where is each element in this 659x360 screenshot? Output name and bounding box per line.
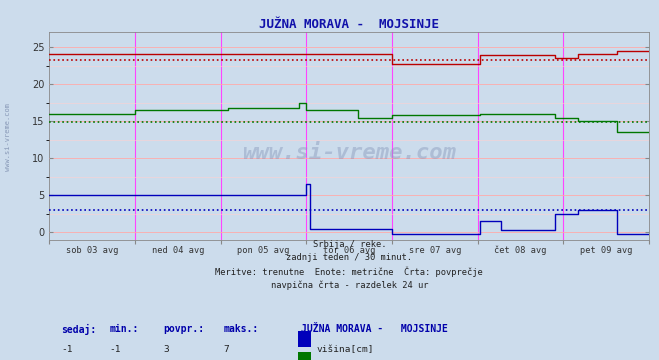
Text: JUŽNA MORAVA -   MOJSINJE: JUŽNA MORAVA - MOJSINJE [301,324,448,334]
Text: višina[cm]: višina[cm] [316,345,374,354]
Text: www.si-vreme.com: www.si-vreme.com [5,103,11,171]
Text: maks.:: maks.: [223,324,258,334]
Text: čet 08 avg: čet 08 avg [494,246,547,255]
Text: min.:: min.: [109,324,139,334]
Text: 3: 3 [163,345,169,354]
Bar [299,352,312,360]
Text: pon 05 avg: pon 05 avg [237,246,290,255]
Text: www.si-vreme.com: www.si-vreme.com [243,143,456,163]
Text: ned 04 avg: ned 04 avg [152,246,204,255]
Text: tor 06 avg: tor 06 avg [323,246,376,255]
Text: -1: -1 [109,345,121,354]
Text: -1: -1 [61,345,73,354]
Text: 7: 7 [223,345,229,354]
Text: pet 09 avg: pet 09 avg [580,246,633,255]
Text: sob 03 avg: sob 03 avg [66,246,119,255]
Bar [299,331,312,347]
Text: sedaj:: sedaj: [61,324,97,335]
Title: JUŽNA MORAVA -  MOJSINJE: JUŽNA MORAVA - MOJSINJE [259,18,440,31]
Text: sre 07 avg: sre 07 avg [409,246,461,255]
Text: Srbija / reke.
zadnji teden / 30 minut.
Meritve: trenutne  Enote: metrične  Črta: Srbija / reke. zadnji teden / 30 minut. … [215,240,483,291]
Text: povpr.:: povpr.: [163,324,204,334]
